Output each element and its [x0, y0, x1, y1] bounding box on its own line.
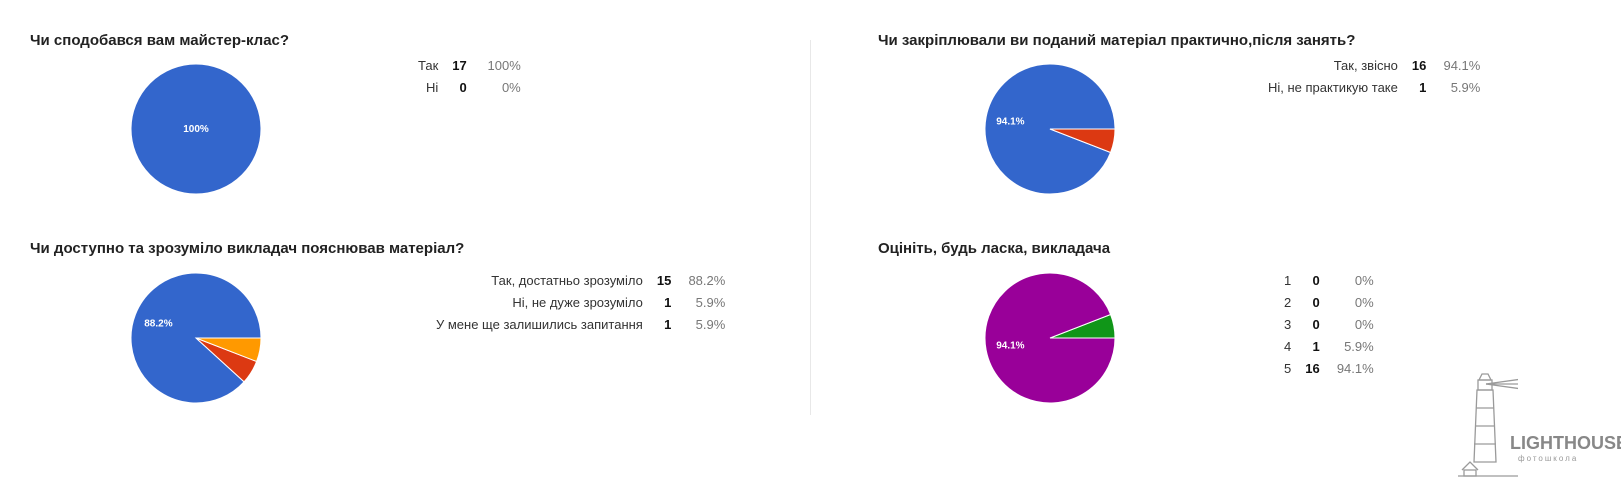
lighthouse-watermark: LIGHTHOUSE фотошкола	[1458, 370, 1621, 478]
column-divider	[810, 40, 811, 415]
chart-legend: Так 17 100% Ні 0 0%	[418, 54, 521, 98]
legend-count: 1	[1419, 79, 1427, 95]
legend-row: 4 1 5.9%	[1284, 335, 1374, 357]
legend-label: Так	[418, 57, 439, 73]
legend-label: Так, достатньо зрозуміло	[491, 272, 643, 288]
legend-row: 2 0 0%	[1284, 291, 1374, 313]
legend-row: Так, звісно 16 94.1%	[1268, 54, 1481, 76]
legend-row: Ні, не дуже зрозуміло 1 5.9%	[436, 291, 725, 313]
legend-percent: 94.1%	[1443, 57, 1481, 73]
legend-count: 1	[664, 316, 672, 332]
chart-legend: Так, достатньо зрозуміло 15 88.2% Ні, не ду…	[436, 269, 725, 335]
chart-title: Чи закріплювали ви поданий матеріал прак…	[878, 32, 1356, 49]
legend-percent: 0%	[501, 79, 521, 95]
slice-label: 94.1%	[996, 340, 1024, 351]
slice-label: 94.1%	[996, 117, 1024, 128]
pie-chart: 94.1%	[984, 272, 1116, 404]
legend-label: У мене ще залишились запитання	[436, 316, 643, 332]
legend-count: 0	[1312, 316, 1320, 332]
legend-percent: 5.9%	[1344, 338, 1374, 354]
legend-label: 5	[1284, 360, 1292, 376]
slice-label: 100%	[183, 124, 209, 135]
watermark-brand: LIGHTHOUSE	[1510, 433, 1621, 453]
legend-label: Ні, не практикую таке	[1268, 79, 1398, 95]
watermark-subtitle: фотошкола	[1518, 454, 1579, 463]
pie-chart: 94.1%	[984, 63, 1116, 195]
lighthouse-icon	[1458, 373, 1518, 477]
legend-label: 4	[1284, 338, 1292, 354]
legend-row: 3 0 0%	[1284, 313, 1374, 335]
legend-count: 16	[1411, 57, 1427, 73]
chart-legend: Так, звісно 16 94.1% Ні, не практикую таке 1…	[1268, 54, 1480, 98]
legend-label: 2	[1284, 294, 1292, 310]
legend-count: 0	[459, 79, 467, 95]
legend-label: Ні, не дуже зрозуміло	[512, 294, 643, 310]
legend-label: Так, звісно	[1333, 57, 1398, 73]
legend-row: Ні 0 0%	[418, 76, 521, 98]
legend-percent: 0%	[1354, 272, 1374, 288]
legend-row: 1 0 0%	[1284, 269, 1374, 291]
pie-slice-5	[984, 272, 1116, 404]
legend-percent: 0%	[1354, 316, 1374, 332]
legend-row: Ні, не практикую таке 1 5.9%	[1268, 76, 1480, 98]
legend-label: 3	[1284, 316, 1292, 332]
legend-row: 5 16 94.1%	[1284, 357, 1374, 379]
slice-label: 88.2%	[144, 318, 172, 329]
chart-legend: 1 0 0% 2 0 0% 3 0 0% 4 1 5.9% 5 16 94.1%	[1284, 269, 1374, 379]
pie-slice-Так, достатньо зрозуміло	[130, 272, 262, 404]
legend-percent: 88.2%	[688, 272, 726, 288]
legend-count: 0	[1312, 294, 1320, 310]
pie-slice-У мене ще залишились запитання	[195, 337, 262, 363]
legend-count: 0	[1312, 272, 1320, 288]
pie-chart: 100%	[130, 63, 262, 195]
pie-chart: 88.2%	[130, 272, 262, 404]
legend-count: 1	[1312, 338, 1320, 354]
legend-row: У мене ще залишились запитання 1 5.9%	[436, 313, 725, 335]
legend-count: 1	[664, 294, 672, 310]
legend-count: 15	[656, 272, 672, 288]
pie-slice-Так	[130, 63, 262, 195]
legend-label: Ні	[426, 79, 439, 95]
legend-count: 17	[452, 57, 467, 73]
legend-row: Так, достатньо зрозуміло 15 88.2%	[436, 269, 725, 291]
chart-title: Чи сподобався вам майстер-клас?	[30, 32, 290, 49]
legend-count: 16	[1305, 360, 1320, 376]
legend-percent: 94.1%	[1336, 360, 1374, 376]
legend-label: 1	[1284, 272, 1292, 288]
legend-percent: 100%	[487, 57, 521, 73]
pie-slice-Ні, не практикую таке	[1049, 128, 1116, 154]
legend-row: Так 17 100%	[418, 54, 521, 76]
chart-title: Оцініть, будь ласка, викладача	[878, 240, 1111, 257]
legend-percent: 5.9%	[1450, 79, 1481, 95]
legend-percent: 5.9%	[695, 294, 726, 310]
chart-title: Чи доступно та зрозуміло викладач поясню…	[30, 240, 465, 257]
legend-percent: 5.9%	[695, 316, 726, 332]
legend-percent: 0%	[1354, 294, 1374, 310]
